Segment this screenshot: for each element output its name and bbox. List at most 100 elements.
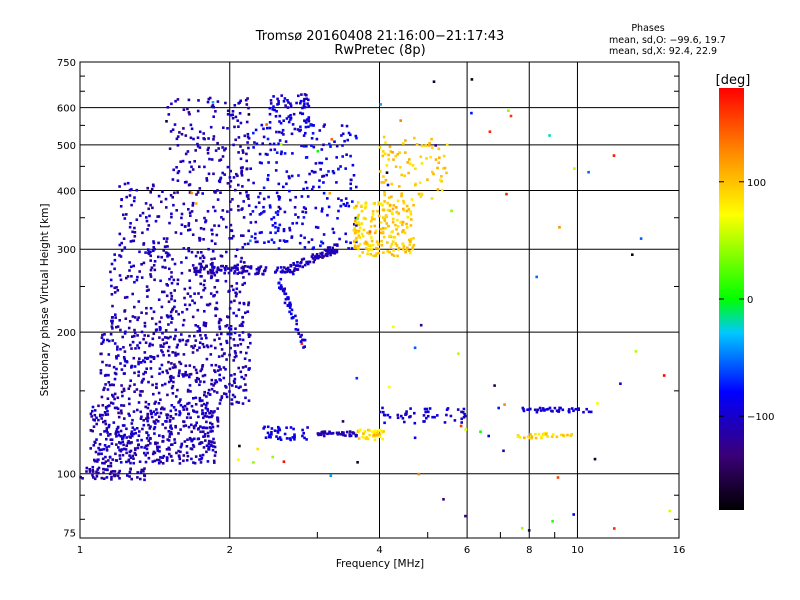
scatter-point	[178, 413, 181, 417]
scatter-point	[230, 284, 234, 288]
scatter-point	[245, 190, 248, 194]
scatter-point	[186, 292, 190, 295]
scatter-point	[123, 182, 127, 186]
scatter-point	[369, 225, 373, 228]
scatter-point	[212, 459, 216, 463]
scatter-point	[232, 234, 235, 238]
scatter-point	[179, 362, 183, 366]
scatter-point	[275, 161, 278, 164]
scatter-point	[520, 526, 524, 530]
scatter-point	[244, 98, 248, 102]
scatter-point	[120, 241, 123, 245]
scatter-point	[285, 240, 289, 243]
scatter-point	[282, 185, 285, 189]
scatter-point	[372, 202, 376, 205]
scatter-point	[313, 258, 316, 262]
scatter-point	[285, 182, 288, 186]
scatter-point	[146, 415, 149, 418]
scatter-point	[216, 420, 220, 423]
scatter-point	[350, 247, 354, 250]
scatter-point	[335, 431, 339, 435]
scatter-point	[243, 281, 246, 285]
scatter-point	[218, 327, 222, 331]
scatter-point	[301, 106, 304, 110]
scatter-point	[540, 435, 543, 439]
scatter-point	[190, 430, 193, 434]
scatter-point	[230, 229, 234, 233]
scatter-point	[282, 100, 286, 103]
scatter-point	[243, 261, 246, 264]
scatter-point	[161, 435, 165, 438]
scatter-point	[213, 209, 217, 213]
stats-line-x: mean, sd,X: 92.4, 22.9	[609, 46, 717, 57]
scatter-point	[631, 253, 634, 256]
scatter-point	[182, 459, 185, 463]
scatter-point	[225, 265, 228, 268]
scatter-point	[222, 366, 226, 369]
scatter-point	[239, 99, 242, 103]
scatter-point	[198, 327, 201, 330]
scatter-point	[203, 373, 207, 377]
scatter-point	[165, 456, 169, 459]
scatter-point	[362, 432, 365, 435]
scatter-point	[362, 228, 366, 232]
scatter-point	[153, 432, 156, 435]
scatter-point	[377, 214, 381, 218]
scatter-point	[169, 430, 173, 434]
scatter-point	[161, 331, 164, 335]
scatter-point	[162, 290, 166, 294]
scatter-point	[160, 316, 163, 319]
scatter-point	[239, 166, 243, 170]
scatter-point	[272, 241, 276, 244]
scatter-point	[271, 108, 275, 111]
scatter-point	[165, 341, 168, 345]
scatter-point	[164, 266, 167, 269]
scatter-point	[202, 227, 206, 231]
scatter-point	[166, 245, 169, 248]
scatter-point	[282, 119, 285, 122]
scatter-point	[196, 330, 200, 333]
scatter-point	[144, 202, 148, 205]
scatter-point	[262, 127, 265, 131]
scatter-point	[352, 229, 356, 232]
scatter-point	[396, 199, 400, 203]
scatter-point	[309, 123, 312, 126]
scatter-point	[526, 408, 529, 411]
scatter-point	[202, 288, 205, 292]
scatter-point	[303, 119, 306, 122]
scatter-point	[157, 391, 161, 395]
scatter-point	[225, 225, 228, 229]
scatter-point	[199, 282, 202, 286]
scatter-point	[175, 451, 178, 455]
scatter-point	[154, 413, 157, 416]
scatter-point	[136, 471, 139, 474]
scatter-point	[174, 328, 178, 332]
scatter-point	[149, 268, 153, 272]
scatter-point	[662, 374, 666, 377]
scatter-point	[396, 218, 399, 222]
scatter-point	[386, 201, 389, 205]
scatter-point	[191, 264, 195, 267]
scatter-point	[270, 433, 273, 436]
scatter-point	[202, 283, 206, 287]
scatter-point	[550, 435, 554, 438]
scatter-point	[668, 509, 672, 513]
scatter-point	[146, 357, 149, 360]
scatter-point	[541, 407, 545, 410]
scatter-point	[174, 353, 178, 357]
scatter-point	[107, 459, 110, 462]
scatter-point	[333, 252, 337, 255]
scatter-point	[240, 322, 244, 326]
scatter-point	[166, 416, 169, 420]
scatter-point	[356, 215, 360, 219]
scatter-point	[577, 408, 580, 411]
scatter-point	[187, 247, 191, 250]
scatter-point	[177, 170, 181, 173]
scatter-point	[204, 406, 208, 410]
scatter-point	[182, 353, 186, 356]
scatter-point	[319, 168, 322, 171]
scatter-point	[305, 438, 308, 441]
scatter-point	[151, 317, 154, 320]
scatter-point	[129, 456, 133, 459]
scatter-point	[148, 342, 152, 346]
